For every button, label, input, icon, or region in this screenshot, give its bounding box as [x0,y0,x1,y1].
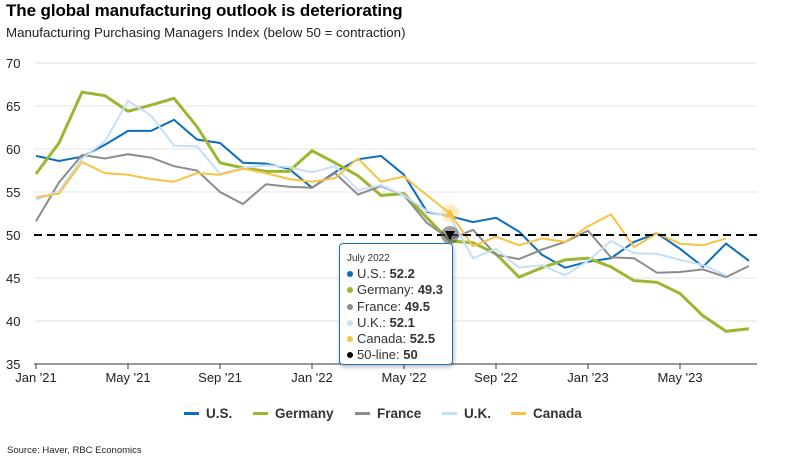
x-tick-label: Jan '23 [567,370,609,385]
canada-marker-triangle-icon [445,208,455,218]
series-dot-icon [347,319,353,326]
x-tick-label: May '21 [105,370,150,385]
series-line-uk [35,99,727,277]
legend-label: U.S. [206,406,233,421]
series-dot-icon [347,336,353,343]
tooltip-row: U.S.: 52.2 [347,266,452,282]
tooltip-value: 52.1 [389,314,415,330]
x-tick-label: May '22 [381,370,426,385]
y-tick-label: 50 [6,228,20,243]
legend-item-canada[interactable]: Canada [511,406,582,421]
series-line-canada [35,157,727,249]
series-dot-icon [347,271,353,277]
legend-item-france[interactable]: France [355,406,421,421]
legend-label: Germany [275,406,334,421]
hover-markers [441,204,459,244]
legend-label: U.K. [464,406,491,421]
chart-title: The global manufacturing outlook is dete… [6,1,403,20]
x-tick-label: Sep '22 [474,370,518,385]
tooltip-value: 49.5 [404,298,430,314]
source-note: Source: Haver, RBC Economics [7,445,142,456]
tooltip-label: 50-line: [357,347,404,363]
chart-subtitle: Manufacturing Purchasing Managers Index … [6,25,406,40]
y-tick-label: 55 [6,185,20,200]
y-axis: 35 40 45 50 55 60 65 70 [6,56,20,372]
y-tick-label: 35 [6,357,20,372]
series-line-us [35,118,750,269]
x-tick-label: Jan '21 [15,370,57,385]
legend-swatch-germany [253,412,268,415]
x-tick-label: May '23 [657,370,702,385]
tooltip-row: Germany: 49.3 [347,282,452,298]
x-axis: Jan '21 May '21 Sep '21 Jan '22 May '22 Sep '… [15,363,757,385]
legend-swatch-us [184,412,199,415]
legend-swatch-uk [442,412,457,415]
tooltip-label: Germany: [357,282,418,298]
series-lines [34,90,757,333]
tooltip-value: 50 [403,347,418,363]
tooltip-label: Canada: [357,331,410,347]
series-dot-icon [347,303,353,310]
legend-label: Canada [533,406,582,421]
tooltip-label: U.K.: [357,314,390,330]
y-tick-label: 40 [6,314,20,329]
series-dot-icon [347,352,353,359]
legend-swatch-canada [511,412,526,415]
y-tick-label: 60 [6,142,20,157]
tooltip-value: 49.3 [417,282,443,298]
tooltip-row: 50-line: 50 [347,347,452,363]
x-tick-label: Jan '22 [291,370,333,385]
legend-item-us[interactable]: U.S. [184,406,232,421]
legend-item-germany[interactable]: Germany [253,406,334,421]
y-tick-label: 65 [6,99,20,114]
legend-item-uk[interactable]: U.K. [442,406,491,421]
tooltip-row: France: 49.5 [347,299,452,315]
fifty-line-marker-triangle-icon [445,231,455,240]
tooltip-label: U.S.: [357,266,390,281]
y-tick-label: 45 [6,271,20,286]
tooltip-value: 52.2 [389,266,415,281]
series-dot-icon [347,287,353,294]
legend: U.S. Germany France U.K. Canada [0,406,794,426]
tooltip: July 2022 U.S.: 52.2 Germany: 49.3 France:… [339,243,453,365]
y-tick-label: 70 [6,56,20,71]
legend-label: France [377,406,422,421]
tooltip-date: July 2022 [347,253,390,264]
tooltip-label: France: [357,298,405,314]
legend-swatch-france [355,412,370,415]
series-line-germany [34,90,750,333]
tooltip-value: 52.5 [409,331,436,347]
x-tick-label: Sep '21 [198,370,242,385]
tooltip-row: U.K.: 52.1 [347,315,452,331]
tooltip-row: Canada: 52.5 [347,331,452,347]
